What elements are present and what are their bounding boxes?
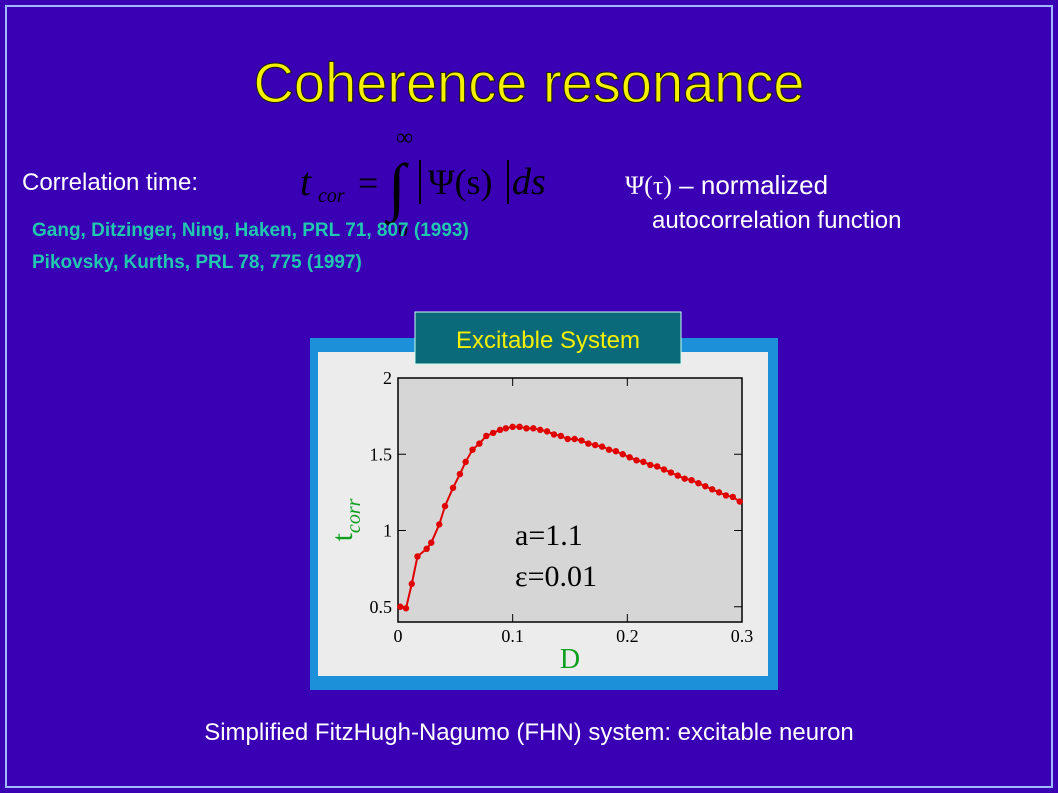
data-point xyxy=(715,489,723,496)
data-point xyxy=(633,457,640,464)
data-point xyxy=(674,472,681,479)
data-point xyxy=(469,446,476,453)
data-point xyxy=(660,466,668,473)
definition-line1: – normalized xyxy=(672,170,828,200)
formula-body: Ψ(s) xyxy=(428,162,493,202)
data-point xyxy=(449,484,457,491)
data-point xyxy=(462,458,469,466)
slide-border xyxy=(5,5,1053,788)
formula: t cor = ∫ ∞ 0 Ψ(s) ds xyxy=(300,125,546,241)
integral-sign: ∫ xyxy=(384,151,409,226)
data-point xyxy=(605,446,613,453)
data-point xyxy=(722,492,730,499)
data-point xyxy=(502,425,509,432)
data-point xyxy=(489,429,497,437)
data-point xyxy=(695,480,702,487)
x-tick-label: 0.2 xyxy=(616,626,639,646)
y-tick-label: 1 xyxy=(383,521,392,541)
x-tick-label: 0 xyxy=(394,626,403,646)
data-point xyxy=(456,470,464,478)
data-point xyxy=(530,425,537,432)
data-point xyxy=(483,432,490,440)
data-point xyxy=(436,521,443,528)
formula-lhs-sub: cor xyxy=(318,185,345,207)
y-tick-label: 1.5 xyxy=(370,444,393,464)
data-point xyxy=(571,435,578,443)
data-point xyxy=(476,440,483,447)
annotation: a=1.1 xyxy=(515,519,583,552)
data-point xyxy=(441,502,449,510)
x-tick-label: 0.1 xyxy=(501,626,524,646)
data-point xyxy=(550,431,558,438)
data-point xyxy=(523,425,530,432)
data-point xyxy=(543,428,551,435)
y-tick-label: 2 xyxy=(383,368,392,388)
data-point xyxy=(564,435,571,443)
formula-upper: ∞ xyxy=(396,125,413,151)
reference: Pikovsky, Kurths, PRL 78, 775 (1997) xyxy=(32,252,362,273)
formula-lhs: t xyxy=(300,159,312,204)
data-point xyxy=(397,603,404,610)
data-point xyxy=(653,463,661,470)
y-axis-label-main: t xyxy=(326,532,359,541)
y-axis-label: tcorr xyxy=(326,498,365,541)
y-axis-label-sub: corr xyxy=(343,498,365,533)
data-point xyxy=(509,423,516,430)
annotation: ε=0.01 xyxy=(515,560,597,593)
definition-symbol: Ψ(τ) xyxy=(625,171,672,200)
data-point xyxy=(496,426,504,434)
data-point xyxy=(516,423,523,430)
data-point xyxy=(626,454,633,461)
data-point xyxy=(667,469,675,476)
data-point xyxy=(414,553,421,560)
data-point xyxy=(402,605,410,612)
data-point xyxy=(536,426,544,434)
data-point xyxy=(557,432,565,440)
data-point xyxy=(428,539,435,546)
x-axis-label: D xyxy=(560,644,580,675)
caption: Simplified FitzHugh-Nagumo (FHN) system:… xyxy=(204,719,854,746)
data-point xyxy=(598,443,606,450)
data-point xyxy=(578,437,585,444)
formula-lower: 0 xyxy=(398,219,408,241)
data-point xyxy=(423,545,430,552)
reference: Gang, Ditzinger, Ning, Haken, PRL 71, 80… xyxy=(32,220,469,241)
data-point xyxy=(619,451,626,458)
data-point xyxy=(640,458,647,466)
data-point xyxy=(592,441,599,449)
data-point xyxy=(681,475,688,482)
data-point xyxy=(585,440,592,447)
data-point xyxy=(708,486,716,493)
definition: Ψ(τ) – normalized xyxy=(625,170,828,200)
formula-ds: ds xyxy=(512,161,546,203)
formula-eq: = xyxy=(358,163,378,203)
figure-tag-box xyxy=(414,311,682,365)
data-point xyxy=(408,580,415,588)
data-point xyxy=(729,493,737,501)
data-point xyxy=(688,476,695,484)
x-tick-label: 0.3 xyxy=(731,626,754,646)
formula-label: Correlation time: xyxy=(22,169,198,196)
data-point xyxy=(647,461,654,469)
data-point xyxy=(736,498,743,505)
figure-tag: Excitable System xyxy=(456,327,640,354)
plot-area xyxy=(397,377,743,623)
data-point xyxy=(702,483,709,490)
definition-line2: autocorrelation function xyxy=(652,207,902,234)
data-point xyxy=(612,448,620,455)
title: Coherence resonance xyxy=(253,51,804,114)
y-tick-label: 0.5 xyxy=(370,597,393,617)
